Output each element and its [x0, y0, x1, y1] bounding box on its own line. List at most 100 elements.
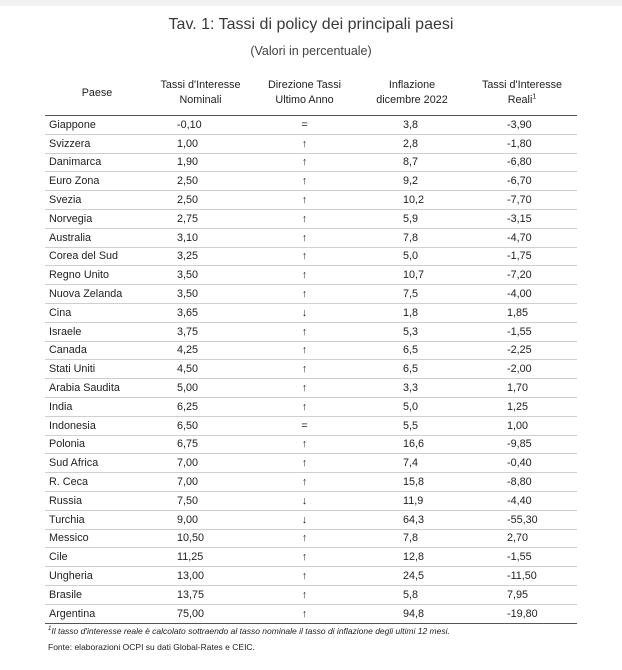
- nominal-rate-cell: 3,75: [149, 322, 252, 342]
- real-rate-cell: 7,95: [467, 585, 577, 605]
- real-rate-cell: -7,70: [467, 190, 577, 210]
- table-title: Tav. 1: Tassi di policy dei principali p…: [168, 16, 454, 33]
- table-row: Giappone -0,10 = 3,8 -3,90: [45, 115, 577, 135]
- country-cell: Danimarca: [45, 153, 149, 173]
- real-rate-cell: -1,55: [467, 547, 577, 568]
- inflation-cell: 5,9: [357, 209, 467, 229]
- direction-cell: ↑: [252, 322, 357, 342]
- top-border: [0, 0, 622, 6]
- real-rate-cell: -4,00: [467, 284, 577, 304]
- inflation-cell: 3,8: [357, 115, 467, 135]
- real-rate-cell: -0,40: [467, 453, 577, 474]
- inflation-cell: 7,5: [357, 284, 467, 304]
- real-rate-cell: -4,70: [467, 228, 577, 248]
- direction-cell: =: [252, 416, 357, 436]
- policy-rates-table: Paese Tassi d'Interesse Nominali Direzion…: [45, 71, 577, 624]
- table-row: Stati Uniti 4,50 ↑ 6,5 -2,00: [45, 359, 577, 380]
- real-rate-cell: -55,30: [467, 510, 577, 530]
- table-row: Cile 11,25 ↑ 12,8 -1,55: [45, 547, 577, 568]
- real-rate-cell: -1,75: [467, 247, 577, 267]
- table-row: Arabia Saudita 5,00 ↑ 3,3 1,70: [45, 378, 577, 398]
- inflation-cell: 5,3: [357, 322, 467, 342]
- inflation-cell: 6,5: [357, 359, 467, 380]
- table-row: Nuova Zelanda 3,50 ↑ 7,5 -4,00: [45, 284, 577, 304]
- direction-cell: ↑: [252, 171, 357, 192]
- inflation-cell: 5,5: [357, 416, 467, 436]
- real-rate-cell: -2,25: [467, 341, 577, 361]
- nominal-rate-cell: 7,00: [149, 472, 252, 492]
- nominal-rate-cell: 3,50: [149, 265, 252, 286]
- nominal-rate-cell: 2,75: [149, 209, 252, 229]
- nominal-rate-cell: 3,65: [149, 303, 252, 323]
- country-cell: Australia: [45, 228, 149, 248]
- country-cell: Norvegia: [45, 209, 149, 229]
- direction-cell: ↑: [252, 529, 357, 549]
- direction-cell: ↑: [252, 453, 357, 474]
- real-rate-cell: -4,40: [467, 491, 577, 511]
- inflation-cell: 7,8: [357, 529, 467, 549]
- country-cell: Cile: [45, 547, 149, 568]
- table-row: Danimarca 1,90 ↑ 8,7 -6,80: [45, 153, 577, 173]
- table-row: Australia 3,10 ↑ 7,8 -4,70: [45, 228, 577, 248]
- header-country: Paese: [45, 71, 149, 116]
- nominal-rate-cell: 6,50: [149, 416, 252, 436]
- inflation-cell: 24,5: [357, 566, 467, 586]
- inflation-cell: 10,7: [357, 265, 467, 286]
- inflation-cell: 15,8: [357, 472, 467, 492]
- real-rate-cell: 1,00: [467, 416, 577, 436]
- footnote: 1Il tasso d'interesse reale è calcolato …: [48, 626, 450, 636]
- direction-cell: ↑: [252, 397, 357, 417]
- inflation-cell: 5,0: [357, 247, 467, 267]
- real-rate-cell: -9,85: [467, 435, 577, 455]
- nominal-rate-cell: 10,50: [149, 529, 252, 549]
- table-row: Indonesia 6,50 = 5,5 1,00: [45, 416, 577, 436]
- table-row: R. Ceca 7,00 ↑ 15,8 -8,80: [45, 472, 577, 492]
- table-row: Polonia 6,75 ↑ 16,6 -9,85: [45, 435, 577, 455]
- inflation-cell: 5,8: [357, 585, 467, 605]
- table-row: Norvegia 2,75 ↑ 5,9 -3,15: [45, 209, 577, 229]
- nominal-rate-cell: 7,00: [149, 453, 252, 474]
- country-cell: Corea del Sud: [45, 247, 149, 267]
- nominal-rate-cell: 2,50: [149, 171, 252, 192]
- country-cell: Argentina: [45, 604, 149, 624]
- nominal-rate-cell: 7,50: [149, 491, 252, 511]
- country-cell: Stati Uniti: [45, 359, 149, 380]
- country-cell: Sud Africa: [45, 453, 149, 474]
- nominal-rate-cell: 4,25: [149, 341, 252, 361]
- nominal-rate-cell: 5,00: [149, 378, 252, 398]
- country-cell: Giappone: [45, 115, 149, 135]
- direction-cell: ↑: [252, 547, 357, 568]
- table-row: Regno Unito 3,50 ↑ 10,7 -7,20: [45, 265, 577, 286]
- direction-cell: ↓: [252, 510, 357, 530]
- direction-cell: ↑: [252, 378, 357, 398]
- direction-cell: ↑: [252, 585, 357, 605]
- real-rate-cell: -8,80: [467, 472, 577, 492]
- table-row: Svizzera 1,00 ↑ 2,8 -1,80: [45, 134, 577, 154]
- inflation-cell: 7,8: [357, 228, 467, 248]
- nominal-rate-cell: 3,25: [149, 247, 252, 267]
- nominal-rate-cell: 6,75: [149, 435, 252, 455]
- country-cell: Cina: [45, 303, 149, 323]
- real-rate-cell: -3,90: [467, 115, 577, 135]
- table-row: Svezia 2,50 ↑ 10,2 -7,70: [45, 190, 577, 210]
- nominal-rate-cell: 1,90: [149, 153, 252, 173]
- inflation-cell: 1,8: [357, 303, 467, 323]
- inflation-cell: 64,3: [357, 510, 467, 530]
- real-rate-cell: 1,25: [467, 397, 577, 417]
- real-rate-cell: -6,70: [467, 171, 577, 192]
- real-rate-cell: -7,20: [467, 265, 577, 286]
- inflation-cell: 10,2: [357, 190, 467, 210]
- table-row: Argentina 75,00 ↑ 94,8 -19,80: [45, 604, 577, 624]
- real-rate-cell: -11,50: [467, 566, 577, 586]
- real-rate-cell: -6,80: [467, 153, 577, 173]
- direction-cell: ↑: [252, 247, 357, 267]
- table-row: Corea del Sud 3,25 ↑ 5,0 -1,75: [45, 247, 577, 267]
- nominal-rate-cell: 6,25: [149, 397, 252, 417]
- direction-cell: =: [252, 115, 357, 135]
- country-cell: R. Ceca: [45, 472, 149, 492]
- inflation-cell: 3,3: [357, 378, 467, 398]
- country-cell: Polonia: [45, 435, 149, 455]
- country-cell: Nuova Zelanda: [45, 284, 149, 304]
- country-cell: Euro Zona: [45, 171, 149, 192]
- real-rate-cell: -1,80: [467, 134, 577, 154]
